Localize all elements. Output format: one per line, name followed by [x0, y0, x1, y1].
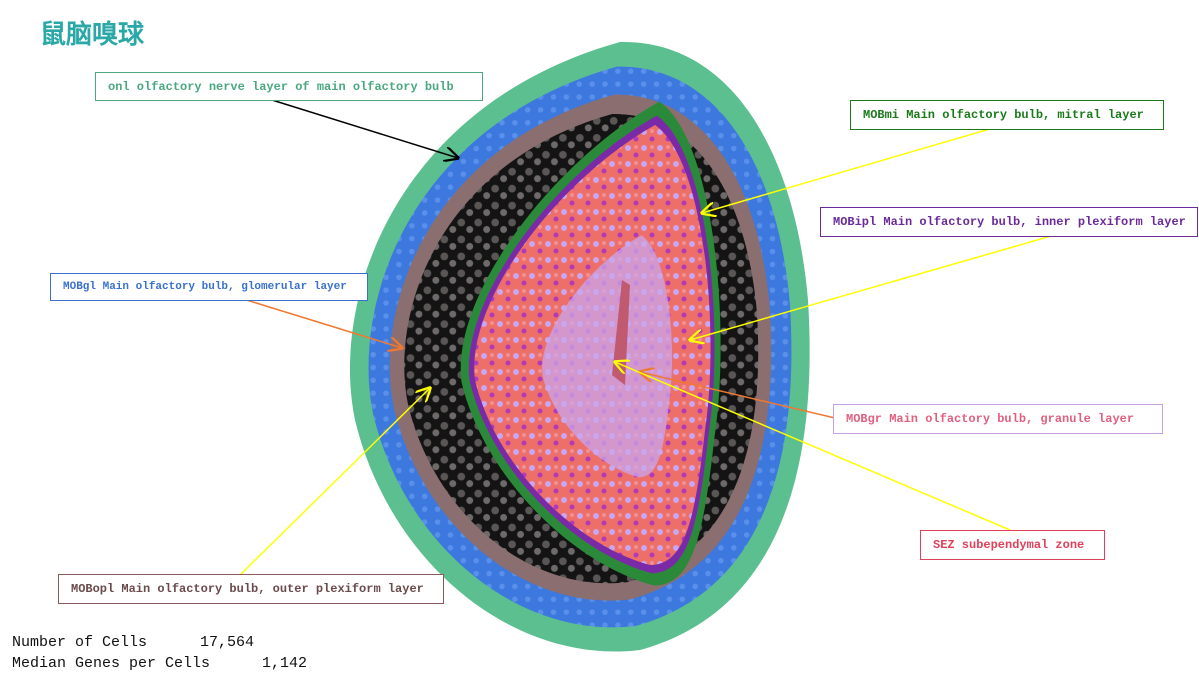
label: MOBipl Main olfactory bulb, inner plexif… — [820, 207, 1198, 237]
arrow — [615, 362, 1011, 531]
arrow — [690, 231, 1066, 340]
label: onl olfactory nerve layer of main olfact… — [95, 72, 483, 101]
label: MOBopl Main olfactory bulb, outer plexif… — [58, 574, 444, 604]
arrow — [271, 99, 458, 158]
title: 鼠脑嗅球 — [40, 20, 145, 50]
stat-value: 17,564 — [200, 634, 255, 651]
arrow — [702, 125, 1001, 213]
subependymal-zone — [612, 280, 630, 385]
stat-value: 1,142 — [262, 655, 308, 672]
label: MOBgl Main olfactory bulb, glomerular la… — [50, 273, 368, 301]
arrow — [239, 297, 402, 348]
stat-label: Number of Cells — [12, 634, 148, 651]
label: MOBmi Main olfactory bulb, mitral layer — [850, 100, 1164, 130]
label: SEZ subependymal zone — [920, 530, 1105, 560]
bulb-layers — [349, 41, 810, 652]
arrow — [640, 372, 836, 419]
granule-core — [542, 235, 673, 478]
label: MOBgr Main olfactory bulb, granule layer — [833, 404, 1163, 434]
arrows — [239, 99, 1066, 576]
stat-label: Median Genes per Cells — [12, 655, 211, 672]
arrow — [239, 388, 430, 576]
